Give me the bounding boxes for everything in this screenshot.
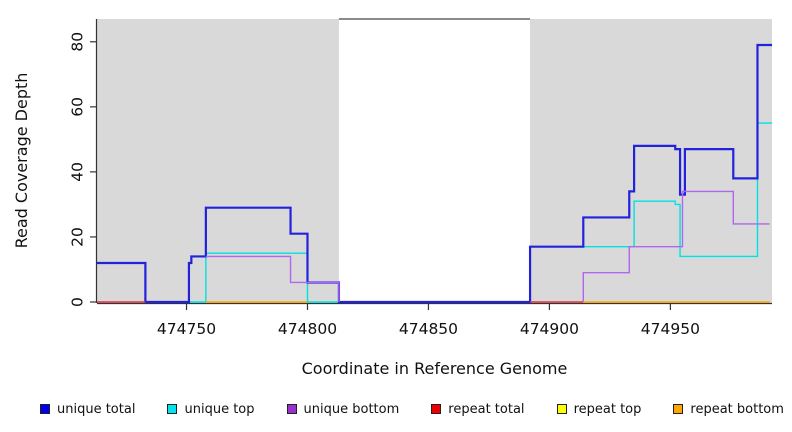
- series-line-unique-bottom: [205, 255, 340, 302]
- y-tick-label: 0: [69, 297, 87, 307]
- y-tick-label: 60: [69, 97, 87, 117]
- legend-swatch-icon: [556, 404, 567, 414]
- legend-label: repeat top: [573, 401, 642, 417]
- x-tick-label: 474750: [157, 320, 216, 338]
- legend-swatch-icon: [167, 404, 178, 414]
- x-tick-label: 474850: [399, 320, 458, 338]
- legend-item-repeat-bottom: repeat bottom: [673, 402, 784, 417]
- legend-swatch-icon: [286, 404, 297, 414]
- legend-item-unique-bottom: unique bottom: [286, 401, 400, 417]
- x-tick-label: 474900: [520, 320, 579, 338]
- legend-label: repeat total: [448, 401, 525, 417]
- x-axis-title: Coordinate in Reference Genome: [302, 359, 568, 378]
- y-tick-label: 40: [69, 162, 87, 182]
- legend-item-unique-top: unique top: [167, 401, 255, 417]
- legend-item-repeat-total: repeat total: [431, 401, 525, 417]
- y-tick-label: 20: [69, 227, 87, 247]
- repeat-region-left: [97, 19, 339, 303]
- x-tick-label: 474800: [278, 320, 337, 338]
- legend-label: repeat bottom: [690, 401, 784, 417]
- repeat-region-right: [530, 19, 772, 303]
- legend-label: unique bottom: [303, 401, 400, 417]
- legend-label: unique top: [184, 401, 255, 417]
- legend-swatch-icon: [40, 404, 50, 414]
- plot-legend: unique total unique top unique bottom repea…: [40, 396, 784, 422]
- x-tick-label: 474950: [641, 320, 700, 338]
- y-tick-label: 80: [69, 32, 87, 52]
- y-axis-title: Read Coverage Depth: [12, 73, 31, 249]
- series-line-unique-top: [186, 252, 339, 303]
- series-line-unique-total: [97, 43, 772, 304]
- series-line-unique-bottom: [582, 190, 770, 302]
- legend-item-unique-total: unique total: [40, 402, 135, 417]
- series-line-unique-top: [529, 122, 772, 302]
- legend-swatch-icon: [431, 404, 442, 414]
- legend-item-repeat-top: repeat top: [556, 401, 642, 417]
- legend-swatch-icon: [673, 404, 684, 414]
- legend-label: unique total: [57, 401, 136, 417]
